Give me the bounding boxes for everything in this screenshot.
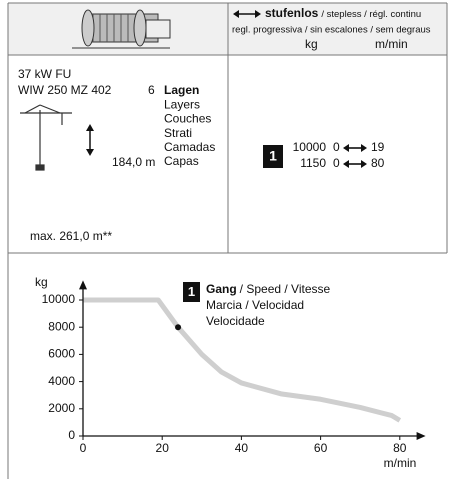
datasheet: stufenlos/ stepless / régl. continu regl…	[0, 0, 454, 479]
arrow-head	[361, 160, 367, 168]
y-tick-label: 10000	[42, 292, 76, 306]
speed-max: 19	[371, 140, 385, 154]
curve-marker	[175, 324, 181, 330]
height-arrow	[86, 124, 94, 156]
double-arrow	[343, 144, 367, 152]
layer-label: Layers	[164, 97, 200, 111]
arrow-head	[343, 144, 349, 152]
layer-label: Lagen	[164, 83, 199, 97]
double-arrow	[343, 160, 367, 168]
y-tick-label: 6000	[48, 347, 75, 361]
x-tick-label: 80	[393, 441, 407, 455]
y-tick-label: 2000	[48, 401, 75, 415]
crane-icon	[20, 105, 72, 170]
x-tick-label: 40	[235, 441, 249, 455]
layer-label: Couches	[164, 112, 211, 126]
model: WIW 250 MZ 402	[18, 83, 112, 97]
load-unit: kg	[305, 37, 318, 51]
page: {"header": {"speed_mode": "stufenlos", "…	[0, 0, 454, 479]
arrow-head	[361, 144, 367, 152]
legend-line: Velocidade	[206, 314, 265, 328]
load: 1150	[300, 156, 326, 170]
max-rope-length: max. 261,0 m**	[30, 229, 112, 243]
gear-badge-label: 1	[269, 148, 277, 164]
layer-label: Capas	[164, 154, 199, 168]
layer-label: Camadas	[164, 140, 215, 154]
layers-count: 6	[148, 83, 155, 97]
x-tick-label: 0	[80, 441, 87, 455]
load: 10000	[293, 140, 327, 154]
power: 37 kW FU	[18, 67, 71, 81]
winch-icon	[72, 10, 170, 48]
y-tick-label: 0	[68, 428, 75, 442]
x-tick-label: 20	[156, 441, 170, 455]
legend-badge-label: 1	[188, 284, 195, 299]
speed-max: 80	[371, 156, 385, 170]
speed-min: 0	[333, 156, 340, 170]
y-axis-arrow	[79, 280, 87, 289]
y-axis-label: kg	[35, 275, 48, 289]
x-tick-label: 60	[314, 441, 328, 455]
layer-label: Strati	[164, 126, 192, 140]
speed-mode-line2: regl. progressiva / sin escalones / sem …	[232, 25, 431, 36]
x-axis-label: m/min	[384, 456, 417, 470]
y-tick-label: 4000	[48, 374, 75, 388]
legend-line: / Speed / Vitesse	[240, 282, 331, 296]
legend-title: Gang/ Speed / Vitesse	[206, 282, 331, 296]
speed-mode: stufenlos/ stepless / régl. continu	[265, 6, 421, 20]
arrow-head	[343, 160, 349, 168]
rope-length: 184,0 m	[112, 155, 155, 169]
speed-unit: m/min	[375, 37, 408, 51]
x-axis-arrow	[417, 432, 426, 440]
legend-line: Marcia / Velocidad	[206, 298, 304, 312]
speed-min: 0	[333, 140, 340, 154]
legend-title-bold: Gang	[206, 282, 237, 296]
y-tick-label: 8000	[48, 319, 75, 333]
